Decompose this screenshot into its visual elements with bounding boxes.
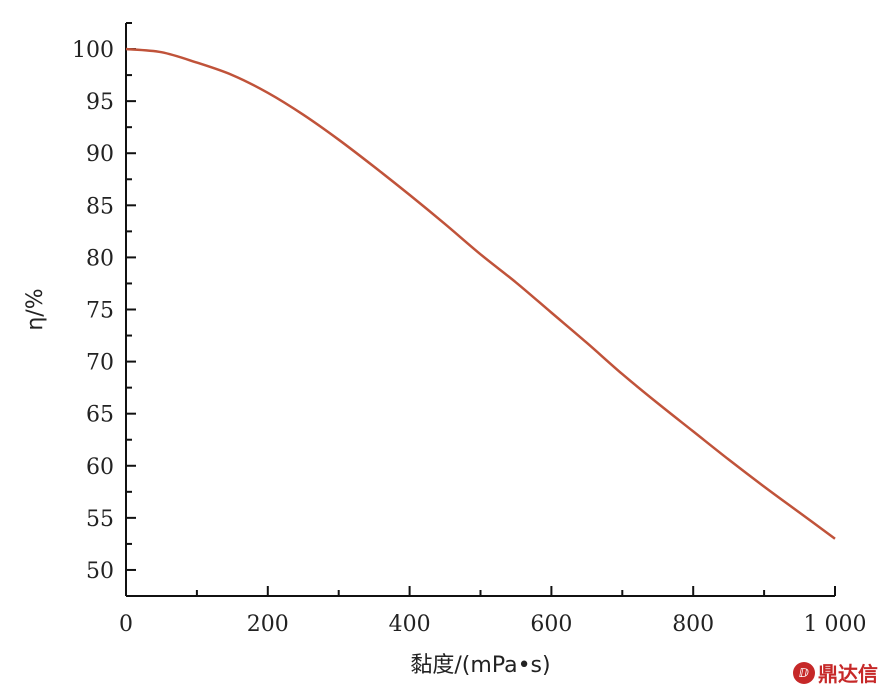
x-tick-label: 800 (672, 612, 714, 637)
y-tick-label: 100 (72, 38, 114, 63)
y-tick-label: 90 (86, 142, 114, 167)
y-tick-label: 85 (86, 194, 114, 219)
x-tick-label: 0 (119, 612, 133, 637)
y-tick-label: 75 (86, 299, 114, 324)
x-axis-ticks: 0 200 400 600 800 1 000 (119, 586, 866, 637)
y-tick-label: 60 (86, 455, 114, 480)
y-tick-label: 95 (86, 90, 114, 115)
x-tick-label: 600 (530, 612, 572, 637)
watermark-logo: ⅅ 鼎达信 (793, 658, 878, 687)
y-tick-label: 50 (86, 559, 114, 584)
x-axis-title: 黏度/(mPa•s) (410, 653, 550, 678)
series-line (125, 47, 836, 540)
y-axis-title: η/% (23, 288, 48, 330)
watermark-text: 鼎达信 (818, 662, 878, 686)
x-tick-label: 1 000 (804, 612, 867, 637)
x-tick-label: 200 (247, 612, 289, 637)
axes (125, 23, 835, 597)
x-tick-label: 400 (389, 612, 431, 637)
y-tick-label: 65 (86, 403, 114, 428)
y-axis-ticks: 50 55 60 65 70 75 80 85 90 95 100 (72, 22, 136, 597)
y-tick-label: 55 (86, 507, 114, 532)
y-tick-label: 70 (86, 351, 114, 376)
y-tick-label: 80 (86, 246, 114, 271)
logo-icon: ⅅ (793, 661, 815, 684)
series-layer (125, 47, 836, 540)
